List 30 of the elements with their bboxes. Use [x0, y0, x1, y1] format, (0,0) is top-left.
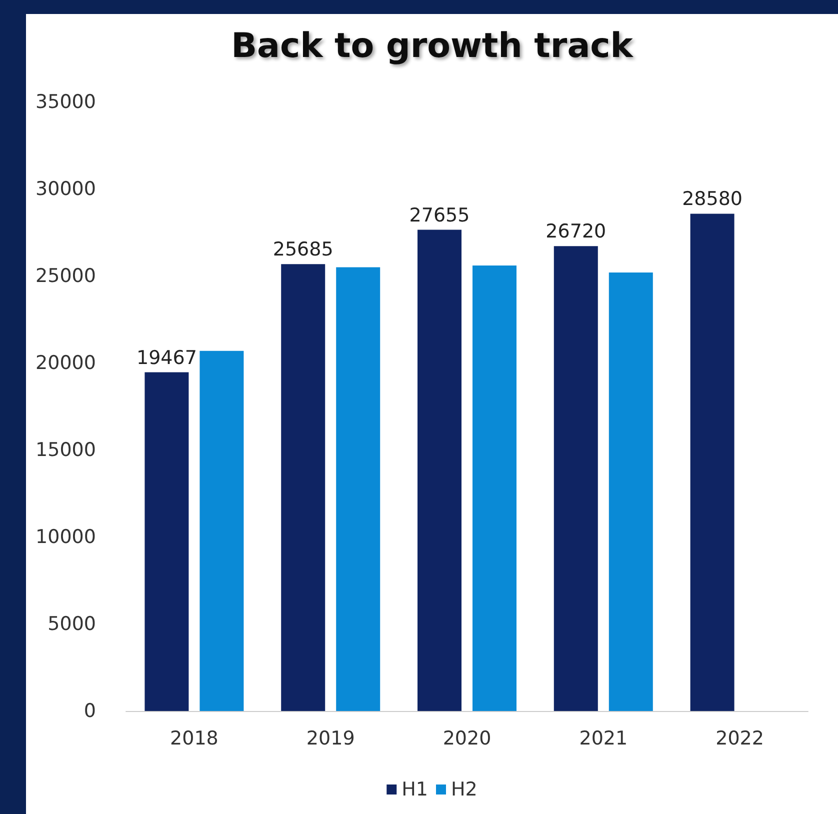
- y-tick-label: 10000: [36, 526, 96, 548]
- data-label: 27655: [409, 204, 470, 226]
- y-tick-label: 35000: [36, 91, 96, 113]
- bar: [418, 230, 462, 711]
- bar: [144, 372, 189, 711]
- y-tick-label: 25000: [36, 265, 96, 287]
- y-tick-label: 15000: [36, 439, 96, 461]
- y-tick-label: 30000: [36, 178, 96, 200]
- x-tick-label: 2020: [442, 728, 492, 750]
- x-tick-label: 2018: [170, 728, 218, 750]
- y-tick-label: 5000: [48, 613, 96, 635]
- data-label: 28580: [682, 188, 743, 210]
- bar: [554, 246, 598, 711]
- bar: [281, 264, 326, 711]
- data-label: 19467: [136, 346, 197, 369]
- bar: [690, 214, 734, 711]
- y-tick-label: 0: [84, 700, 96, 722]
- legend-label: H1: [402, 778, 428, 800]
- bar: [200, 350, 244, 711]
- bar: [472, 266, 516, 711]
- y-tick-label: 20000: [36, 352, 96, 374]
- legend-label: H2: [451, 778, 478, 800]
- x-tick-label: 2021: [579, 728, 628, 750]
- data-label: 26720: [546, 220, 606, 243]
- bar: [608, 272, 653, 711]
- x-tick-label: 2022: [716, 728, 764, 750]
- chart-title: Back to growth track: [231, 26, 634, 66]
- bar: [336, 267, 380, 711]
- x-tick-label: 2019: [306, 728, 355, 750]
- data-label: 25685: [272, 238, 334, 261]
